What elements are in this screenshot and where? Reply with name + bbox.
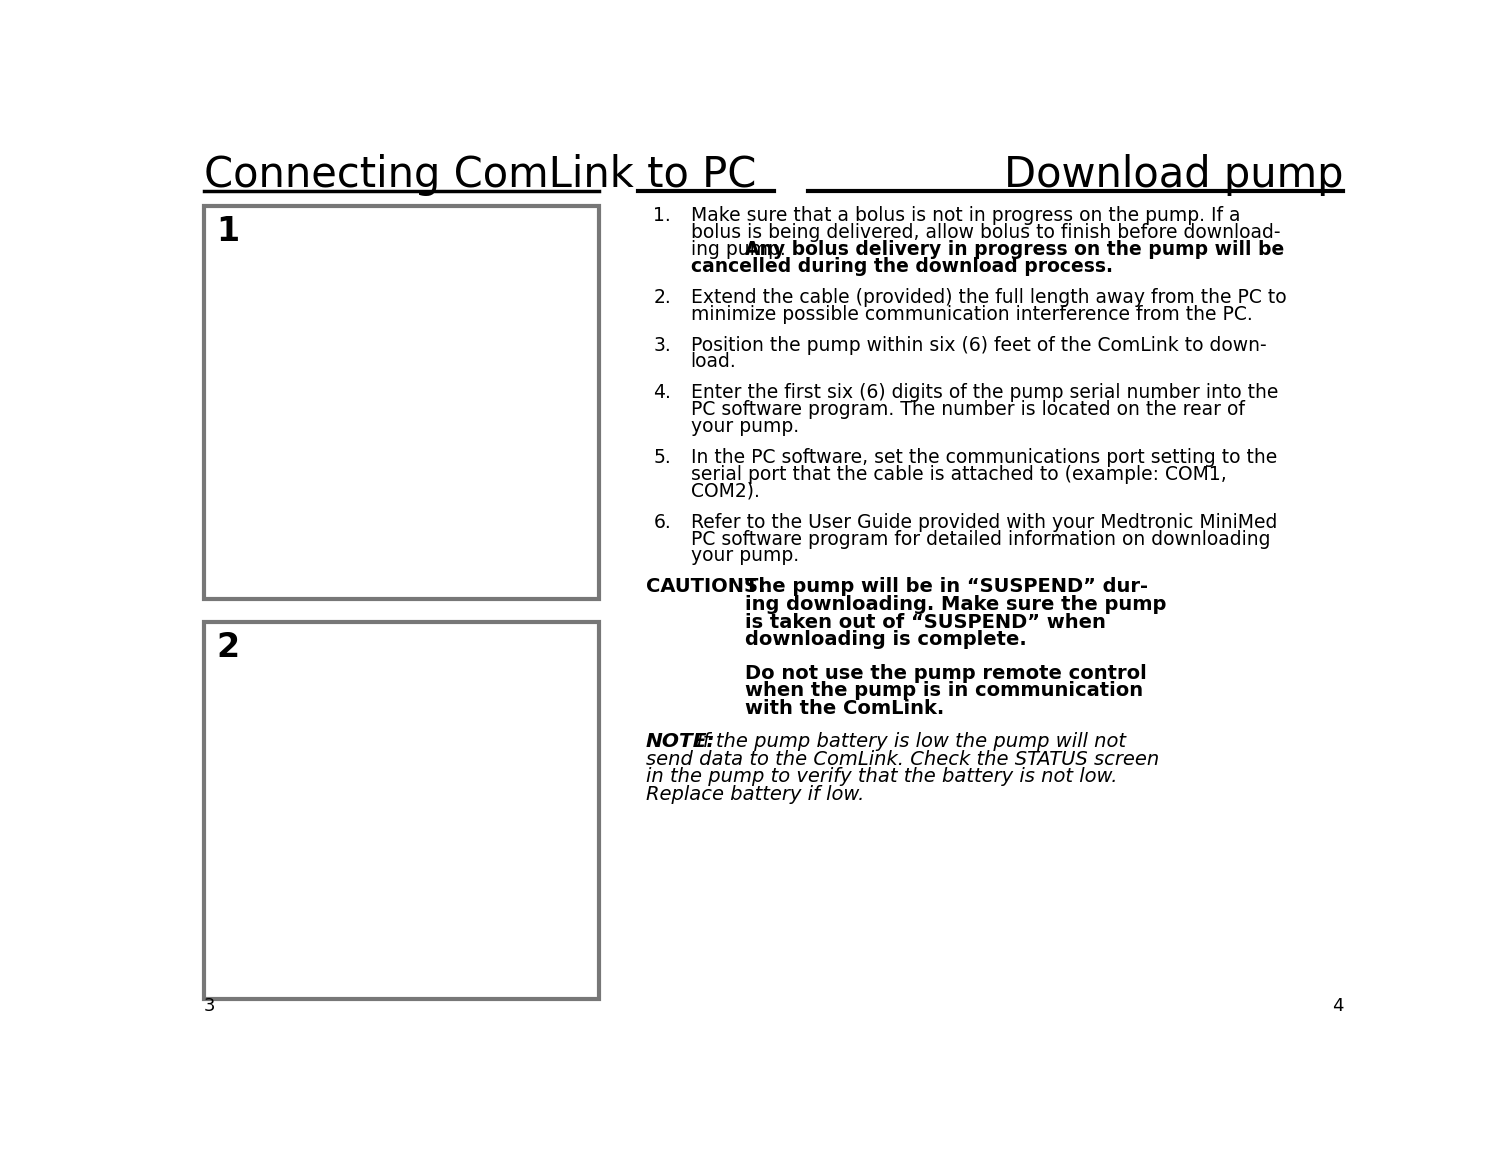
Text: Enter the first six (6) digits of the pump serial number into the: Enter the first six (6) digits of the pu… <box>690 384 1278 402</box>
Text: cancelled during the download process.: cancelled during the download process. <box>690 257 1112 276</box>
Text: ing pump.: ing pump. <box>690 240 791 259</box>
Text: Do not use the pump remote control: Do not use the pump remote control <box>744 663 1147 682</box>
Text: 3.: 3. <box>654 336 671 354</box>
Text: load.: load. <box>690 352 737 372</box>
Text: bolus is being delivered, allow bolus to finish before download-: bolus is being delivered, allow bolus to… <box>690 223 1279 243</box>
Text: your pump.: your pump. <box>690 417 799 436</box>
Text: COM2).: COM2). <box>690 482 760 501</box>
Text: Position the pump within six (6) feet of the ComLink to down-: Position the pump within six (6) feet of… <box>690 336 1266 354</box>
Text: serial port that the cable is attached to (example: COM1,: serial port that the cable is attached t… <box>690 465 1227 484</box>
Text: downloading is complete.: downloading is complete. <box>744 631 1026 649</box>
Bar <box>203 206 600 599</box>
Text: 1.: 1. <box>654 206 671 225</box>
Text: PC software program for detailed information on downloading: PC software program for detailed informa… <box>690 529 1270 548</box>
Text: Make sure that a bolus is not in progress on the pump. If a: Make sure that a bolus is not in progres… <box>690 206 1240 225</box>
Text: Replace battery if low.: Replace battery if low. <box>645 785 864 805</box>
Text: send data to the ComLink. Check the STATUS screen: send data to the ComLink. Check the STAT… <box>645 750 1159 768</box>
Text: 3: 3 <box>203 997 216 1014</box>
Text: 4: 4 <box>1332 997 1343 1014</box>
Text: when the pump is in communication: when the pump is in communication <box>744 681 1142 701</box>
Text: CAUTIONS:: CAUTIONS: <box>645 577 766 596</box>
Text: is taken out of “SUSPEND” when: is taken out of “SUSPEND” when <box>744 612 1106 632</box>
Text: 1: 1 <box>217 216 240 248</box>
Text: in the pump to verify that the battery is not low.: in the pump to verify that the battery i… <box>645 767 1117 787</box>
Text: Any bolus delivery in progress on the pump will be: Any bolus delivery in progress on the pu… <box>744 240 1284 259</box>
Text: minimize possible communication interference from the PC.: minimize possible communication interfer… <box>690 304 1252 324</box>
Text: Refer to the User Guide provided with your Medtronic MiniMed: Refer to the User Guide provided with yo… <box>690 513 1276 532</box>
Text: with the ComLink.: with the ComLink. <box>744 698 943 718</box>
Text: 6.: 6. <box>654 513 671 532</box>
Text: In the PC software, set the communications port setting to the: In the PC software, set the communicatio… <box>690 448 1276 466</box>
Text: your pump.: your pump. <box>690 547 799 566</box>
Text: Extend the cable (provided) the full length away from the PC to: Extend the cable (provided) the full len… <box>690 288 1285 307</box>
Text: PC software program. The number is located on the rear of: PC software program. The number is locat… <box>690 400 1245 420</box>
Text: ing downloading. Make sure the pump: ing downloading. Make sure the pump <box>744 595 1166 614</box>
Text: 5.: 5. <box>654 448 671 466</box>
Text: If the pump battery is low the pump will not: If the pump battery is low the pump will… <box>696 732 1126 751</box>
Text: 4.: 4. <box>654 384 671 402</box>
Text: Download pump: Download pump <box>1004 154 1343 196</box>
Text: 2: 2 <box>217 631 240 665</box>
Text: Connecting ComLink to PC: Connecting ComLink to PC <box>203 154 757 196</box>
Bar <box>203 621 600 999</box>
Text: The pump will be in “SUSPEND” dur-: The pump will be in “SUSPEND” dur- <box>744 577 1148 596</box>
Text: 2.: 2. <box>654 288 671 307</box>
Text: NOTE:: NOTE: <box>645 732 716 751</box>
